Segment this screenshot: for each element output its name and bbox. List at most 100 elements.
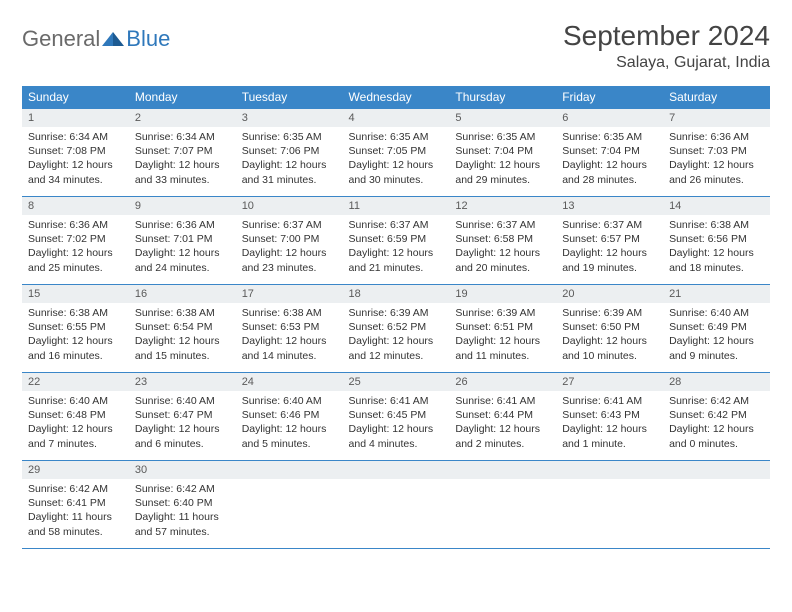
calendar-row: 29Sunrise: 6:42 AMSunset: 6:41 PMDayligh… bbox=[22, 461, 770, 549]
day-number: 6 bbox=[556, 109, 663, 127]
sunrise-text: Sunrise: 6:38 AM bbox=[669, 218, 764, 232]
daylight-text: Daylight: 12 hours and 15 minutes. bbox=[135, 334, 230, 362]
calendar-body: 1Sunrise: 6:34 AMSunset: 7:08 PMDaylight… bbox=[22, 109, 770, 549]
sunrise-text: Sunrise: 6:34 AM bbox=[28, 130, 123, 144]
day-body: Sunrise: 6:39 AMSunset: 6:51 PMDaylight:… bbox=[449, 303, 556, 366]
sunrise-text: Sunrise: 6:35 AM bbox=[349, 130, 444, 144]
daylight-text: Daylight: 12 hours and 29 minutes. bbox=[455, 158, 550, 186]
sunrise-text: Sunrise: 6:38 AM bbox=[28, 306, 123, 320]
day-body: Sunrise: 6:40 AMSunset: 6:49 PMDaylight:… bbox=[663, 303, 770, 366]
daylight-text: Daylight: 12 hours and 1 minute. bbox=[562, 422, 657, 450]
calendar-cell bbox=[663, 461, 770, 549]
calendar-cell: 2Sunrise: 6:34 AMSunset: 7:07 PMDaylight… bbox=[129, 109, 236, 197]
daylight-text: Daylight: 12 hours and 10 minutes. bbox=[562, 334, 657, 362]
calendar-cell: 18Sunrise: 6:39 AMSunset: 6:52 PMDayligh… bbox=[343, 285, 450, 373]
day-number: 8 bbox=[22, 197, 129, 215]
day-number: 12 bbox=[449, 197, 556, 215]
title-block: September 2024 Salaya, Gujarat, India bbox=[563, 20, 770, 72]
day-number: 25 bbox=[343, 373, 450, 391]
calendar-row: 22Sunrise: 6:40 AMSunset: 6:48 PMDayligh… bbox=[22, 373, 770, 461]
sunrise-text: Sunrise: 6:42 AM bbox=[669, 394, 764, 408]
daylight-text: Daylight: 12 hours and 25 minutes. bbox=[28, 246, 123, 274]
logo-icon bbox=[102, 30, 124, 48]
calendar-cell: 16Sunrise: 6:38 AMSunset: 6:54 PMDayligh… bbox=[129, 285, 236, 373]
calendar-cell: 19Sunrise: 6:39 AMSunset: 6:51 PMDayligh… bbox=[449, 285, 556, 373]
daylight-text: Daylight: 12 hours and 11 minutes. bbox=[455, 334, 550, 362]
sunset-text: Sunset: 6:53 PM bbox=[242, 320, 337, 334]
daylight-text: Daylight: 12 hours and 4 minutes. bbox=[349, 422, 444, 450]
day-number bbox=[556, 461, 663, 479]
sunrise-text: Sunrise: 6:37 AM bbox=[562, 218, 657, 232]
day-number: 2 bbox=[129, 109, 236, 127]
sunset-text: Sunset: 6:49 PM bbox=[669, 320, 764, 334]
sunrise-text: Sunrise: 6:40 AM bbox=[28, 394, 123, 408]
logo-text-general: General bbox=[22, 26, 100, 52]
day-body: Sunrise: 6:37 AMSunset: 6:59 PMDaylight:… bbox=[343, 215, 450, 278]
daylight-text: Daylight: 12 hours and 21 minutes. bbox=[349, 246, 444, 274]
weekday-header: Thursday bbox=[449, 86, 556, 109]
calendar-cell: 3Sunrise: 6:35 AMSunset: 7:06 PMDaylight… bbox=[236, 109, 343, 197]
daylight-text: Daylight: 12 hours and 31 minutes. bbox=[242, 158, 337, 186]
day-number bbox=[663, 461, 770, 479]
day-body: Sunrise: 6:37 AMSunset: 6:57 PMDaylight:… bbox=[556, 215, 663, 278]
sunrise-text: Sunrise: 6:40 AM bbox=[242, 394, 337, 408]
daylight-text: Daylight: 12 hours and 20 minutes. bbox=[455, 246, 550, 274]
sunrise-text: Sunrise: 6:40 AM bbox=[135, 394, 230, 408]
calendar-cell: 25 Sunrise: 6:41 AMSunset: 6:45 PMDayligh… bbox=[343, 373, 450, 461]
day-number: 28 bbox=[663, 373, 770, 391]
day-body: Sunrise: 6:34 AMSunset: 7:07 PMDaylight:… bbox=[129, 127, 236, 190]
day-number: 16 bbox=[129, 285, 236, 303]
day-number: 5 bbox=[449, 109, 556, 127]
daylight-text: Daylight: 11 hours and 58 minutes. bbox=[28, 510, 123, 538]
calendar-cell: 7Sunrise: 6:36 AMSunset: 7:03 PMDaylight… bbox=[663, 109, 770, 197]
day-body: Sunrise: 6:40 AMSunset: 6:47 PMDaylight:… bbox=[129, 391, 236, 454]
calendar-cell: 6Sunrise: 6:35 AMSunset: 7:04 PMDaylight… bbox=[556, 109, 663, 197]
sunset-text: Sunset: 6:45 PM bbox=[349, 408, 444, 422]
calendar-cell bbox=[449, 461, 556, 549]
day-body: Sunrise: 6:39 AMSunset: 6:50 PMDaylight:… bbox=[556, 303, 663, 366]
day-body bbox=[449, 479, 556, 485]
calendar-cell bbox=[343, 461, 450, 549]
day-body: Sunrise: 6:35 AMSunset: 7:04 PMDaylight:… bbox=[449, 127, 556, 190]
day-body: Sunrise: 6:36 AMSunset: 7:02 PMDaylight:… bbox=[22, 215, 129, 278]
calendar-row: 15Sunrise: 6:38 AMSunset: 6:55 PMDayligh… bbox=[22, 285, 770, 373]
sunrise-text: Sunrise: 6:35 AM bbox=[455, 130, 550, 144]
daylight-text: Daylight: 12 hours and 18 minutes. bbox=[669, 246, 764, 274]
day-number bbox=[343, 461, 450, 479]
day-number: 11 bbox=[343, 197, 450, 215]
weekday-header: Monday bbox=[129, 86, 236, 109]
day-body: Sunrise: 6:40 AMSunset: 6:46 PMDaylight:… bbox=[236, 391, 343, 454]
sunrise-text: Sunrise: 6:41 AM bbox=[349, 394, 444, 408]
day-body: Sunrise: 6:34 AMSunset: 7:08 PMDaylight:… bbox=[22, 127, 129, 190]
day-number: 21 bbox=[663, 285, 770, 303]
sunset-text: Sunset: 7:03 PM bbox=[669, 144, 764, 158]
daylight-text: Daylight: 12 hours and 24 minutes. bbox=[135, 246, 230, 274]
calendar-cell: 29Sunrise: 6:42 AMSunset: 6:41 PMDayligh… bbox=[22, 461, 129, 549]
daylight-text: Daylight: 12 hours and 23 minutes. bbox=[242, 246, 337, 274]
sunset-text: Sunset: 6:54 PM bbox=[135, 320, 230, 334]
sunset-text: Sunset: 6:46 PM bbox=[242, 408, 337, 422]
day-body: Sunrise: 6:38 AMSunset: 6:56 PMDaylight:… bbox=[663, 215, 770, 278]
day-body: Sunrise: 6:37 AMSunset: 6:58 PMDaylight:… bbox=[449, 215, 556, 278]
calendar-cell: 24Sunrise: 6:40 AMSunset: 6:46 PMDayligh… bbox=[236, 373, 343, 461]
sunset-text: Sunset: 6:59 PM bbox=[349, 232, 444, 246]
daylight-text: Daylight: 12 hours and 7 minutes. bbox=[28, 422, 123, 450]
weekday-header: Tuesday bbox=[236, 86, 343, 109]
day-number: 3 bbox=[236, 109, 343, 127]
daylight-text: Daylight: 12 hours and 34 minutes. bbox=[28, 158, 123, 186]
sunset-text: Sunset: 6:44 PM bbox=[455, 408, 550, 422]
sunrise-text: Sunrise: 6:39 AM bbox=[562, 306, 657, 320]
calendar-cell: 5Sunrise: 6:35 AMSunset: 7:04 PMDaylight… bbox=[449, 109, 556, 197]
sunset-text: Sunset: 7:01 PM bbox=[135, 232, 230, 246]
calendar-cell: 14Sunrise: 6:38 AMSunset: 6:56 PMDayligh… bbox=[663, 197, 770, 285]
calendar-cell: 27Sunrise: 6:41 AMSunset: 6:43 PMDayligh… bbox=[556, 373, 663, 461]
day-number: 22 bbox=[22, 373, 129, 391]
calendar-cell: 1Sunrise: 6:34 AMSunset: 7:08 PMDaylight… bbox=[22, 109, 129, 197]
sunset-text: Sunset: 6:55 PM bbox=[28, 320, 123, 334]
daylight-text: Daylight: 12 hours and 26 minutes. bbox=[669, 158, 764, 186]
daylight-text: Daylight: 12 hours and 9 minutes. bbox=[669, 334, 764, 362]
sunrise-text: Sunrise: 6:41 AM bbox=[455, 394, 550, 408]
sunrise-text: Sunrise: 6:34 AM bbox=[135, 130, 230, 144]
calendar-cell: 23Sunrise: 6:40 AMSunset: 6:47 PMDayligh… bbox=[129, 373, 236, 461]
logo: General Blue bbox=[22, 20, 170, 52]
